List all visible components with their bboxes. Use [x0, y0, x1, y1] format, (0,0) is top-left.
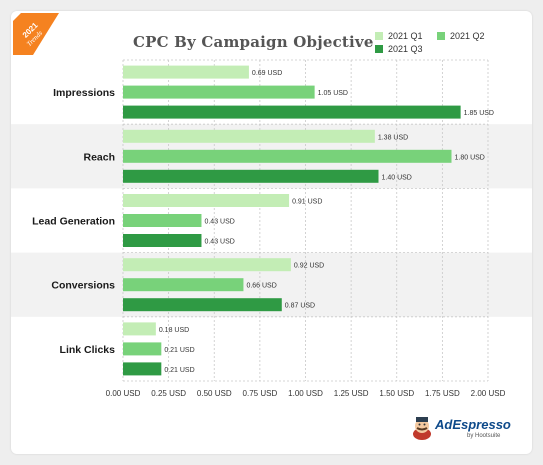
trends-badge: 2021 Trends [13, 13, 59, 55]
badge-shape [13, 13, 59, 55]
legend-item-q1: 2021 Q1 [375, 31, 423, 41]
legend-label-q3: 2021 Q3 [388, 44, 423, 54]
legend-label-q1: 2021 Q1 [388, 31, 423, 41]
data-label: 0.87 USD [285, 303, 315, 310]
legend-swatch-q2 [437, 32, 445, 40]
x-tick-label: 0.50 USD [197, 389, 232, 398]
x-tick-label: 1.00 USD [288, 389, 323, 398]
bar-2021-q2 [123, 278, 244, 292]
bar-2021-q3 [123, 105, 461, 119]
data-label: 1.85 USD [464, 110, 494, 117]
chart-title: CPC By Campaign Objective [133, 33, 374, 51]
legend-label-q2: 2021 Q2 [450, 31, 485, 41]
bar-2021-q2 [123, 214, 202, 227]
data-label: 0.66 USD [246, 283, 276, 290]
chart-card: 0.00 USD 0.25 USD 0.50 USD 0.75 USD 1.00 USD… [11, 11, 532, 454]
x-tick-label: 1.25 USD [334, 389, 369, 398]
bar-2021-q1 [123, 65, 249, 79]
data-label: 0.43 USD [204, 239, 234, 246]
bar-2021-q1 [123, 322, 156, 336]
bar-2021-q1 [123, 258, 291, 272]
data-label: 0.43 USD [204, 219, 234, 226]
data-label: 1.40 USD [382, 174, 412, 181]
bar-2021-q2 [123, 342, 162, 356]
data-label: 0.92 USD [294, 263, 324, 270]
data-label: 0.18 USD [159, 327, 189, 334]
brand-sub: by Hootsuite [467, 433, 501, 439]
mascot-icon [413, 417, 431, 440]
bar-2021-q3 [123, 362, 162, 376]
data-label: 1.05 USD [318, 90, 348, 97]
data-label: 0.69 USD [252, 70, 282, 77]
legend-swatch-q1 [375, 32, 383, 40]
category-label: Link Clicks [60, 344, 116, 356]
category-label: Reach [83, 151, 115, 163]
bar-2021-q3 [123, 169, 379, 183]
x-tick-label: 1.50 USD [379, 389, 414, 398]
category-label: Conversions [51, 280, 115, 292]
brand-name: AdEspresso [435, 417, 511, 432]
data-label: 0.21 USD [164, 347, 194, 354]
x-tick-label: 0.75 USD [243, 389, 278, 398]
data-label: 1.38 USD [378, 134, 408, 141]
category-label: Impressions [53, 87, 115, 99]
x-tick-label: 2.00 USD [471, 389, 506, 398]
legend-swatch-q3 [375, 45, 383, 53]
data-label: 1.80 USD [455, 154, 485, 161]
bar-2021-q2 [123, 85, 315, 99]
category-label: Lead Generation [32, 216, 115, 228]
bar-2021-q3 [123, 234, 202, 247]
legend-item-q2: 2021 Q2 [437, 31, 485, 41]
bar-2021-q3 [123, 298, 282, 312]
data-label: 0.21 USD [164, 367, 194, 374]
chart-canvas: 0.00 USD 0.25 USD 0.50 USD 0.75 USD 1.00 USD… [11, 59, 532, 398]
bar-2021-q1 [123, 129, 375, 143]
x-tick-label: 1.75 USD [425, 389, 460, 398]
bar-2021-q2 [123, 149, 452, 163]
brand-logo: AdEspresso by Hootsuite [411, 414, 511, 444]
legend-item-q3: 2021 Q3 [375, 44, 423, 54]
data-label: 0.91 USD [292, 199, 322, 206]
x-tick-label: 0.25 USD [151, 389, 186, 398]
x-tick-label: 0.00 USD [106, 389, 141, 398]
bar-2021-q1 [123, 194, 290, 207]
